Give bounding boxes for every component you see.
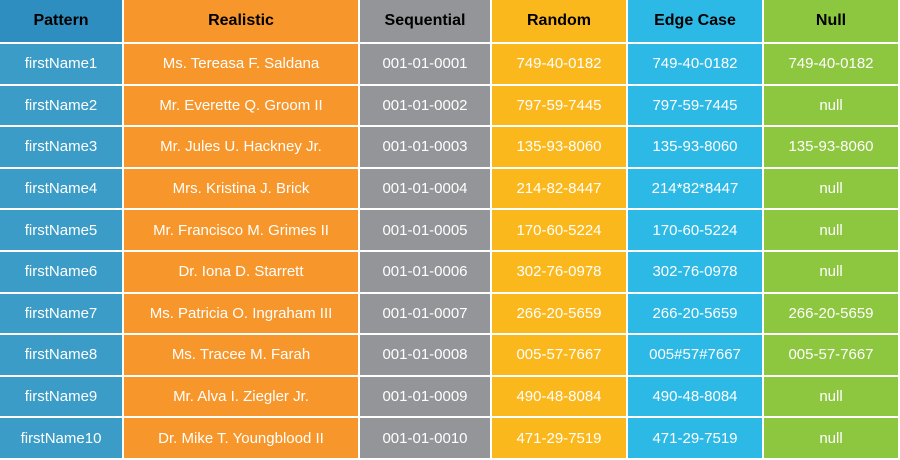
cell-random: 266-20-5659 xyxy=(492,293,628,336)
cell-edge-case: 170-60-5224 xyxy=(628,210,764,252)
cell-realistic: Ms. Tereasa F. Saldana xyxy=(124,44,360,86)
cell-pattern: firstName5 xyxy=(0,210,124,252)
cell-pattern: firstName7 xyxy=(0,293,124,336)
cell-pattern: firstName3 xyxy=(0,127,124,169)
cell-null: null xyxy=(764,418,900,460)
cell-random: 170-60-5224 xyxy=(492,210,628,252)
cell-edge-case: 797-59-7445 xyxy=(628,85,764,128)
cell-pattern: firstName8 xyxy=(0,335,124,377)
cell-edge-case: 135-93-8060 xyxy=(628,127,764,169)
cell-edge-case: 005#57#7667 xyxy=(628,335,764,377)
cell-random: 135-93-8060 xyxy=(492,127,628,169)
cell-realistic: Dr. Iona D. Starrett xyxy=(124,251,360,294)
cell-edge-case: 490-48-8084 xyxy=(628,376,764,419)
cell-pattern: firstName2 xyxy=(0,85,124,128)
cell-null: 266-20-5659 xyxy=(764,293,900,336)
cell-pattern: firstName4 xyxy=(0,168,124,211)
cell-null: null xyxy=(764,85,900,128)
cell-null: 135-93-8060 xyxy=(764,127,900,169)
cell-pattern: firstName9 xyxy=(0,376,124,419)
cell-edge-case: 749-40-0182 xyxy=(628,44,764,86)
header-pattern: Pattern xyxy=(0,0,124,44)
header-realistic: Realistic xyxy=(124,0,360,44)
cell-edge-case: 214*82*8447 xyxy=(628,168,764,211)
cell-null: null xyxy=(764,251,900,294)
cell-realistic: Dr. Mike T. Youngblood II xyxy=(124,418,360,460)
cell-sequential: 001-01-0003 xyxy=(360,127,492,169)
cell-null: null xyxy=(764,376,900,419)
cell-random: 471-29-7519 xyxy=(492,418,628,460)
cell-sequential: 001-01-0008 xyxy=(360,335,492,377)
cell-random: 749-40-0182 xyxy=(492,44,628,86)
cell-sequential: 001-01-0004 xyxy=(360,168,492,211)
cell-sequential: 001-01-0005 xyxy=(360,210,492,252)
cell-realistic: Mr. Everette Q. Groom II xyxy=(124,85,360,128)
cell-sequential: 001-01-0009 xyxy=(360,376,492,419)
cell-random: 005-57-7667 xyxy=(492,335,628,377)
header-null: Null xyxy=(764,0,900,44)
cell-sequential: 001-01-0001 xyxy=(360,44,492,86)
cell-random: 302-76-0978 xyxy=(492,251,628,294)
cell-realistic: Mr. Jules U. Hackney Jr. xyxy=(124,127,360,169)
header-random: Random xyxy=(492,0,628,44)
header-sequential: Sequential xyxy=(360,0,492,44)
cell-realistic: Mr. Alva I. Ziegler Jr. xyxy=(124,376,360,419)
cell-realistic: Mr. Francisco M. Grimes II xyxy=(124,210,360,252)
cell-edge-case: 471-29-7519 xyxy=(628,418,764,460)
cell-realistic: Mrs. Kristina J. Brick xyxy=(124,168,360,211)
cell-sequential: 001-01-0002 xyxy=(360,85,492,128)
cell-null: 749-40-0182 xyxy=(764,44,900,86)
cell-edge-case: 266-20-5659 xyxy=(628,293,764,336)
cell-pattern: firstName6 xyxy=(0,251,124,294)
cell-pattern: firstName10 xyxy=(0,418,124,460)
cell-null: null xyxy=(764,168,900,211)
cell-null: null xyxy=(764,210,900,252)
cell-random: 490-48-8084 xyxy=(492,376,628,419)
cell-random: 214-82-8447 xyxy=(492,168,628,211)
cell-realistic: Ms. Patricia O. Ingraham III xyxy=(124,293,360,336)
cell-realistic: Ms. Tracee M. Farah xyxy=(124,335,360,377)
cell-edge-case: 302-76-0978 xyxy=(628,251,764,294)
cell-null: 005-57-7667 xyxy=(764,335,900,377)
header-edge-case: Edge Case xyxy=(628,0,764,44)
cell-sequential: 001-01-0007 xyxy=(360,293,492,336)
cell-sequential: 001-01-0006 xyxy=(360,251,492,294)
cell-sequential: 001-01-0010 xyxy=(360,418,492,460)
cell-pattern: firstName1 xyxy=(0,44,124,86)
cell-random: 797-59-7445 xyxy=(492,85,628,128)
